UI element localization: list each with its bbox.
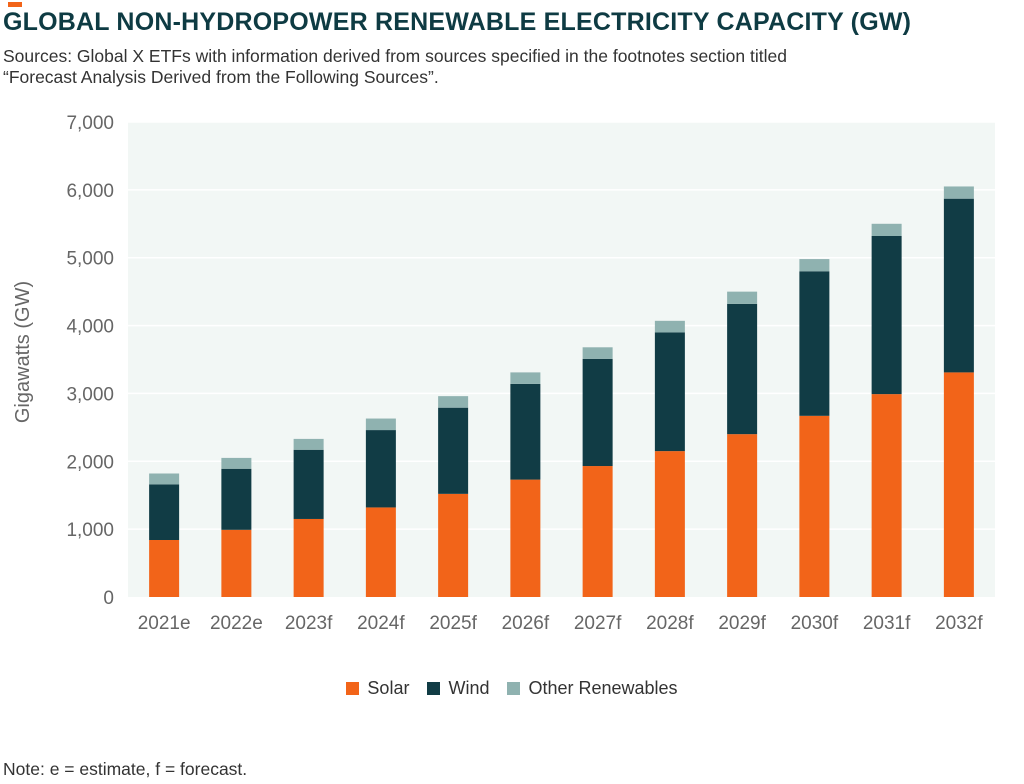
legend-swatch-solar — [346, 682, 360, 695]
chart-title: GLOBAL NON-HYDROPOWER RENEWABLE ELECTRIC… — [3, 8, 912, 36]
bar-wind-2030f — [799, 271, 830, 416]
bar-other-renewables-2021e — [149, 473, 180, 485]
x-tick-label: 2022e — [210, 613, 263, 634]
x-tick-label: 2023f — [285, 613, 333, 634]
bar-wind-2021e — [149, 484, 180, 540]
bar-solar-2028f — [654, 451, 685, 597]
x-tick-label: 2030f — [791, 613, 839, 634]
legend-swatch-wind — [427, 682, 441, 695]
accent-bar — [8, 2, 22, 7]
bar-solar-2030f — [799, 415, 830, 597]
bar-wind-2031f — [871, 236, 902, 395]
footnote: Note: e = estimate, f = forecast. — [3, 759, 248, 779]
plot-area — [128, 122, 995, 597]
bar-wind-2029f — [727, 303, 758, 435]
x-tick-label: 2029f — [718, 613, 766, 634]
bar-wind-2027f — [582, 358, 613, 467]
gridlines — [128, 121, 995, 530]
y-tick-label: 0 — [103, 588, 114, 609]
bar-other-renewables-2026f — [510, 372, 541, 384]
y-tick-label: 5,000 — [66, 249, 114, 270]
bar-other-renewables-2025f — [438, 396, 469, 408]
x-tick-label: 2021e — [138, 613, 191, 634]
legend-item-other-renewables: Other Renewables — [507, 678, 678, 699]
bar-other-renewables-2029f — [727, 291, 758, 304]
legend-label-solar: Solar — [367, 678, 410, 698]
bar-solar-2032f — [943, 372, 974, 597]
y-axis-ticks: 0 1,000 2,000 3,000 4,000 5,000 6,000 7,000 — [66, 113, 114, 609]
y-tick-label: 1,000 — [66, 520, 114, 541]
x-tick-label: 2032f — [935, 613, 983, 634]
bar-solar-2025f — [438, 493, 469, 597]
x-tick-label: 2025f — [429, 613, 477, 634]
legend-label-wind: Wind — [448, 678, 490, 698]
y-tick-label: 2,000 — [66, 452, 114, 473]
x-tick-label: 2027f — [574, 613, 622, 634]
bar-wind-2025f — [438, 407, 469, 494]
bar-solar-2027f — [582, 466, 613, 597]
y-tick-label: 4,000 — [66, 317, 114, 338]
y-tick-label: 6,000 — [66, 181, 114, 202]
y-tick-label: 3,000 — [66, 384, 114, 405]
x-tick-label: 2026f — [502, 613, 550, 634]
x-axis-ticks: 2021e 2022e 2023f 2024f 2025f 2026f 2027f 2028f… — [138, 613, 984, 634]
bar-wind-2028f — [654, 332, 685, 452]
bar-solar-2024f — [365, 507, 396, 597]
legend-label-other-renewables: Other Renewables — [528, 678, 678, 698]
x-tick-label: 2031f — [863, 613, 911, 634]
bar-wind-2023f — [293, 449, 324, 519]
bar-wind-2032f — [943, 198, 974, 373]
bar-other-renewables-2023f — [293, 438, 324, 450]
bar-wind-2024f — [365, 430, 396, 508]
bar-solar-2022e — [221, 529, 252, 597]
bar-other-renewables-2032f — [943, 186, 974, 199]
bar-solar-2031f — [871, 394, 902, 597]
y-axis-label: Gigawatts (GW) — [12, 281, 34, 423]
bar-solar-2029f — [727, 434, 758, 597]
bar-other-renewables-2031f — [871, 223, 902, 236]
bar-other-renewables-2022e — [221, 457, 252, 469]
legend-swatch-other-renewables — [507, 682, 521, 695]
y-tick-label: 7,000 — [66, 113, 114, 134]
bars — [149, 186, 974, 597]
legend: Solar Wind Other Renewables — [0, 678, 1024, 699]
legend-item-solar: Solar — [346, 678, 409, 699]
x-tick-label: 2028f — [646, 613, 694, 634]
subtitle-line-2: “Forecast Analysis Derived from the Foll… — [3, 67, 439, 87]
bar-solar-2021e — [149, 540, 180, 597]
bar-other-renewables-2027f — [582, 347, 613, 359]
bar-other-renewables-2024f — [365, 418, 396, 431]
bar-solar-2023f — [293, 518, 324, 597]
legend-item-wind: Wind — [427, 678, 489, 699]
chart-subtitle: Sources: Global X ETFs with information … — [3, 46, 1003, 88]
x-tick-label: 2024f — [357, 613, 405, 634]
subtitle-line-1: Sources: Global X ETFs with information … — [3, 46, 787, 66]
bar-solar-2026f — [510, 479, 541, 597]
bar-wind-2026f — [510, 383, 541, 480]
bar-other-renewables-2028f — [654, 320, 685, 333]
bar-other-renewables-2030f — [799, 259, 830, 272]
bar-wind-2022e — [221, 468, 252, 530]
